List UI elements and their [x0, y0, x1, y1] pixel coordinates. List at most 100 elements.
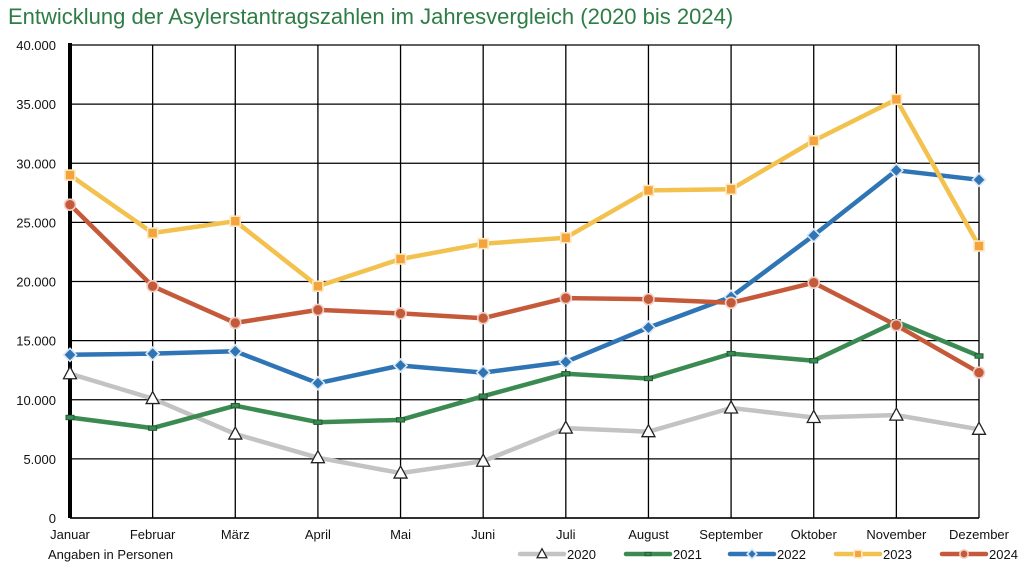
data-point-2023 [477, 237, 489, 250]
data-point-2023 [890, 93, 903, 106]
data-point-2020 [723, 399, 739, 414]
unit-note: Angaben in Personen [48, 547, 173, 562]
data-point-2024 [807, 276, 821, 289]
data-point-2023 [312, 280, 324, 293]
x-tick-label: Mai [390, 527, 411, 542]
data-point-2020 [392, 464, 409, 479]
series-line-2021 [67, 319, 982, 431]
chart-title: Entwicklung der Asylerstantragszahlen im… [8, 4, 734, 29]
data-point-2023 [146, 227, 159, 239]
y-tick-label: 30.000 [16, 156, 56, 171]
y-tick-label: 0 [49, 511, 56, 526]
legend-marker-2024 [959, 549, 969, 559]
axes [68, 43, 979, 519]
data-point-2020 [558, 419, 574, 434]
data-point-2022 [145, 346, 161, 362]
legend-label-2023: 2023 [883, 547, 912, 562]
data-point-2021 [643, 375, 653, 382]
legend-label-2021: 2021 [673, 547, 702, 562]
data-point-2023 [229, 215, 242, 227]
data-point-2024 [476, 311, 490, 325]
x-tick-label: Januar [50, 527, 90, 542]
data-point-2022 [475, 364, 491, 381]
data-point-2022 [888, 162, 904, 178]
legend-label-2020: 2020 [567, 547, 596, 562]
y-tick-label: 35.000 [16, 97, 56, 112]
data-point-2021 [396, 417, 406, 423]
data-point-2022 [310, 375, 326, 391]
data-point-2020 [640, 423, 657, 438]
data-point-2024 [724, 296, 738, 310]
data-point-2022 [640, 319, 657, 336]
data-point-2024 [146, 279, 159, 293]
data-point-2024 [642, 292, 655, 306]
data-point-2020 [227, 425, 243, 440]
x-tick-label: November [866, 527, 927, 542]
data-point-2023 [807, 134, 820, 147]
y-tick-label: 10.000 [16, 393, 56, 408]
data-point-2020 [145, 390, 161, 405]
x-tick-label: September [699, 527, 763, 542]
series-markers [62, 93, 987, 479]
data-point-2023 [725, 183, 737, 196]
x-tick-label: August [628, 527, 669, 542]
data-point-2020 [971, 420, 987, 435]
data-point-2023 [64, 169, 76, 181]
data-point-2024 [559, 291, 573, 305]
data-point-2023 [394, 253, 407, 265]
data-point-2021 [313, 419, 323, 425]
y-tick-label: 20.000 [16, 275, 56, 290]
x-tick-label: Juni [471, 527, 495, 542]
data-point-2022 [971, 172, 987, 188]
data-point-2021 [561, 371, 571, 377]
series-line-2022 [67, 168, 982, 386]
data-point-2020 [806, 409, 822, 424]
data-point-2022 [62, 347, 78, 363]
data-point-2022 [806, 227, 822, 244]
data-point-2023 [642, 184, 655, 197]
data-point-2022 [392, 357, 409, 374]
legend: 2020 2021 2022 2023 2024 [517, 547, 1018, 562]
series-lines [67, 97, 982, 476]
y-tick-label: 15.000 [16, 334, 56, 349]
y-tick-label: 25.000 [16, 215, 56, 230]
x-tick-label: Juli [556, 527, 576, 542]
data-point-2021 [809, 358, 819, 364]
x-tick-label: März [221, 527, 250, 542]
legend-label-2022: 2022 [777, 547, 806, 562]
data-point-2022 [227, 343, 243, 359]
data-point-2024 [63, 198, 77, 211]
legend-marker-2023 [853, 549, 863, 559]
data-point-2020 [888, 406, 904, 421]
data-point-2023 [560, 231, 572, 244]
legend-marker-2020 [536, 547, 548, 559]
data-point-2022 [558, 354, 574, 370]
data-point-2024 [311, 303, 325, 317]
legend-marker-2021 [644, 551, 652, 557]
series-line-2020 [67, 371, 982, 476]
x-tick-label: Februar [130, 527, 176, 542]
legend-marker-2022 [745, 547, 759, 561]
y-tick-label: 40.000 [16, 38, 56, 53]
data-point-2020 [310, 449, 326, 464]
data-point-2023 [973, 240, 985, 252]
data-point-2024 [228, 316, 242, 330]
legend-label-2024: 2024 [989, 547, 1018, 562]
data-point-2024 [972, 366, 986, 379]
series-line-2023 [67, 97, 982, 289]
data-point-2020 [475, 452, 491, 467]
series-line-2024 [67, 202, 982, 375]
data-point-2024 [890, 318, 903, 332]
data-point-2021 [148, 425, 158, 431]
data-point-2024 [394, 307, 407, 320]
data-point-2021 [478, 393, 488, 399]
x-tick-label: Dezember [949, 527, 1010, 542]
x-tick-label: Oktober [791, 527, 838, 542]
data-point-2021 [230, 402, 240, 409]
y-tick-label: 5.000 [23, 452, 56, 467]
data-point-2021 [974, 353, 984, 359]
data-point-2021 [65, 414, 75, 421]
x-tick-label: April [305, 527, 331, 542]
data-point-2020 [62, 365, 78, 380]
